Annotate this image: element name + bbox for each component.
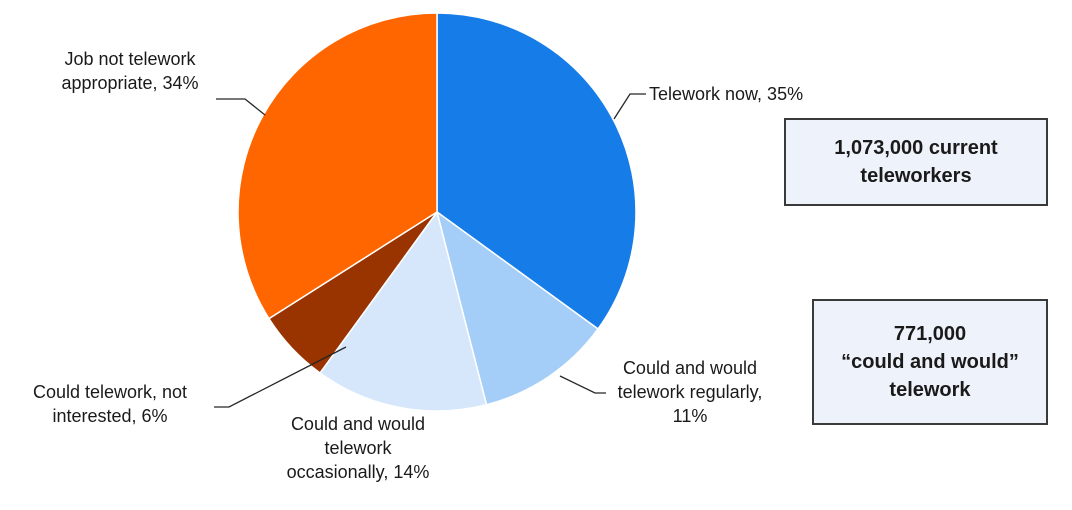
slice-label-2-line-2: occasionally, 14% (287, 462, 430, 482)
slice-label-4-line-1: appropriate, 34% (61, 73, 198, 93)
slice-label-2: Could and would telework occasionally, 14% (287, 414, 430, 482)
leader-line-1 (559, 375, 606, 394)
slice-label-0: Telework now, 35% (649, 84, 803, 104)
pie-slice-1 (435, 210, 600, 406)
slice-label-3: Could telework, not interested, 6% (33, 382, 187, 426)
could-and-would-callout: 771,000 “could and would” telework (812, 299, 1048, 425)
leader-line-3 (214, 346, 347, 408)
slice-label-1-line-0: Could and would (623, 358, 757, 378)
slice-label-1: Could and would telework regularly, 11% (618, 358, 763, 426)
slice-label-3-line-1: interested, 6% (52, 406, 167, 426)
leader-line-4 (216, 98, 266, 116)
pie-slice-2 (318, 210, 488, 412)
current-teleworkers-callout: 1,073,000 current teleworkers (784, 118, 1048, 206)
pie-slice-0 (436, 12, 637, 331)
slice-label-4-line-0: Job not telework (64, 49, 196, 69)
slice-label-0-line-0: Telework now, 35% (649, 84, 803, 104)
pie-slice-4 (237, 12, 438, 320)
slice-label-2-line-1: telework (324, 438, 392, 458)
slice-label-1-line-2: 11% (673, 406, 708, 426)
slice-label-1-line-1: telework regularly, (618, 382, 763, 402)
slice-label-3-line-0: Could telework, not (33, 382, 187, 402)
slice-label-4: Job not telework appropriate, 34% (61, 49, 198, 93)
leader-line-0 (613, 93, 646, 120)
slice-label-2-line-0: Could and would (291, 414, 425, 434)
